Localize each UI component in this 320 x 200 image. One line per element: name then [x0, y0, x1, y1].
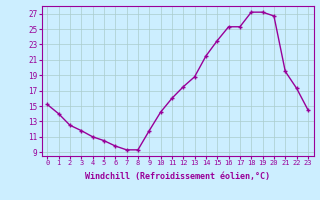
- X-axis label: Windchill (Refroidissement éolien,°C): Windchill (Refroidissement éolien,°C): [85, 172, 270, 181]
